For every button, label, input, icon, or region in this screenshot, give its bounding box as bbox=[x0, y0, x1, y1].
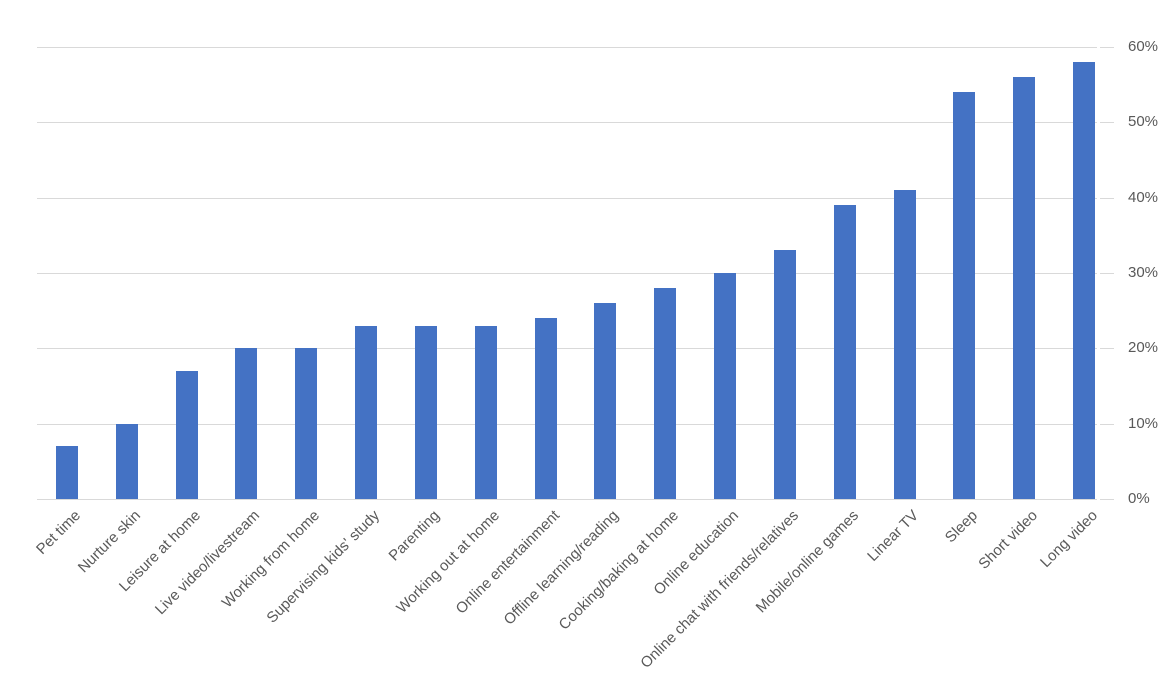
bar-cooking-baking-at-home bbox=[654, 288, 677, 499]
y-axis-label: 50% bbox=[1128, 113, 1159, 131]
gridline-0 bbox=[37, 499, 1097, 500]
bar-supervising-kids-study bbox=[355, 325, 378, 499]
bar-short-video bbox=[1013, 77, 1036, 499]
y-axis-tick bbox=[1100, 348, 1114, 350]
bar-online-education bbox=[714, 273, 737, 499]
bar-online-entertainment bbox=[534, 318, 557, 499]
y-axis-tick bbox=[1100, 423, 1114, 425]
y-axis-label: 40% bbox=[1128, 188, 1159, 206]
y-axis-label: 20% bbox=[1128, 339, 1159, 357]
gridline-20 bbox=[37, 348, 1097, 350]
bar-parenting bbox=[414, 325, 437, 499]
y-axis-label: 0% bbox=[1128, 490, 1150, 507]
bar-pet-time bbox=[55, 446, 78, 499]
gridline-30 bbox=[37, 273, 1097, 274]
bar-working-from-home bbox=[295, 348, 318, 499]
bar-working-out-at-home bbox=[474, 325, 497, 499]
gridline-40 bbox=[37, 197, 1097, 199]
bar-nurture-skin bbox=[115, 423, 138, 499]
gridline-10 bbox=[37, 423, 1097, 425]
bar-online-chat-with-friends-relatives bbox=[773, 250, 796, 499]
y-axis-tick bbox=[1100, 197, 1114, 199]
y-axis-tick bbox=[1100, 273, 1114, 274]
y-axis-tick bbox=[1100, 122, 1114, 124]
y-axis-label: 10% bbox=[1128, 414, 1159, 432]
y-axis-tick bbox=[1100, 499, 1114, 500]
bar-linear-tv bbox=[893, 190, 916, 499]
bar-offline-learning-reading bbox=[594, 303, 617, 499]
gridline-60 bbox=[37, 47, 1097, 48]
y-axis-tick bbox=[1100, 47, 1114, 48]
bar-live-video-livestream bbox=[235, 348, 258, 499]
y-axis-label: 60% bbox=[1128, 38, 1159, 55]
bar-sleep bbox=[953, 92, 976, 499]
y-axis-label: 30% bbox=[1128, 264, 1159, 281]
gridline-50 bbox=[37, 122, 1097, 124]
bar-long-video bbox=[1073, 62, 1096, 499]
x-axis-label: Long video bbox=[1037, 507, 1102, 571]
bar-leisure-at-home bbox=[175, 370, 198, 499]
bar-mobile-online-games bbox=[833, 205, 856, 499]
